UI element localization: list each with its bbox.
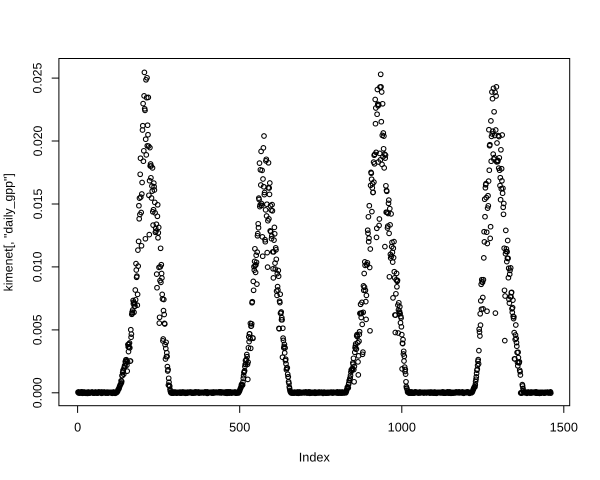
svg-text:0: 0 (74, 421, 81, 435)
svg-text:0.010: 0.010 (31, 251, 45, 282)
svg-text:1000: 1000 (388, 421, 416, 435)
svg-text:500: 500 (229, 421, 250, 435)
svg-text:1500: 1500 (550, 421, 578, 435)
svg-text:0.020: 0.020 (31, 125, 45, 156)
svg-text:0.025: 0.025 (31, 63, 45, 94)
svg-text:0.005: 0.005 (31, 314, 45, 345)
svg-text:0.000: 0.000 (31, 377, 45, 408)
svg-text:0.015: 0.015 (31, 188, 45, 219)
svg-text:Index: Index (299, 451, 331, 465)
svg-text:kimenet[, "daily_gpp"]: kimenet[, "daily_gpp"] (1, 173, 15, 291)
